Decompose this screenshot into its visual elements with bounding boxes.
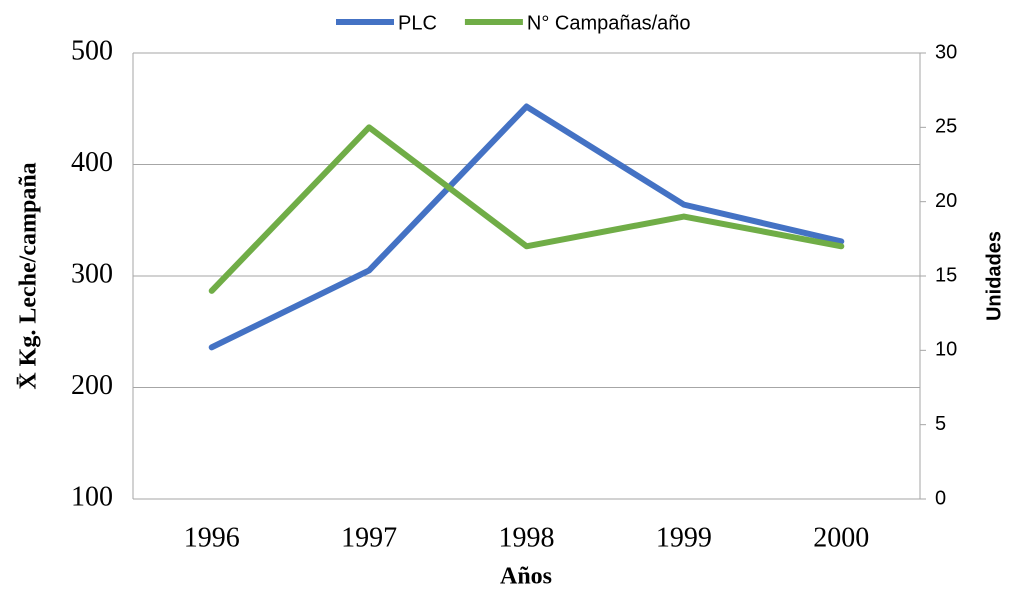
y2-tick-label: 10 <box>935 339 957 361</box>
y2-tick-label: 5 <box>935 413 946 435</box>
y-tick-label: 100 <box>71 481 113 512</box>
x-axis-title: Años <box>500 564 552 590</box>
y-tick-label: 300 <box>71 258 113 289</box>
x-tick-label: 1999 <box>656 522 712 553</box>
y-tick-label: 500 <box>71 35 113 66</box>
legend-label: PLC <box>398 12 437 34</box>
x-tick-label: 1998 <box>499 522 555 553</box>
x-tick-label: 1996 <box>184 522 240 553</box>
series-line <box>208 124 845 294</box>
y2-tick-label: 25 <box>935 116 957 138</box>
y2-axis-title: Unidades <box>983 231 1005 321</box>
legend-label: N° Campañas/año <box>527 12 691 34</box>
x-tick-label: 1997 <box>341 522 397 553</box>
y-tick-label: 200 <box>71 370 113 401</box>
y2-tick-label: 30 <box>935 41 957 63</box>
x-tick-label: 2000 <box>813 522 869 553</box>
y2-tick-label: 20 <box>935 190 957 212</box>
y2-tick-label: 0 <box>935 487 946 509</box>
y2-tick-label: 15 <box>935 264 957 286</box>
y-tick-label: 400 <box>71 147 113 178</box>
y-axis-title: X̄ Kg. Leche/campaña <box>16 162 42 389</box>
series-line <box>208 103 845 351</box>
